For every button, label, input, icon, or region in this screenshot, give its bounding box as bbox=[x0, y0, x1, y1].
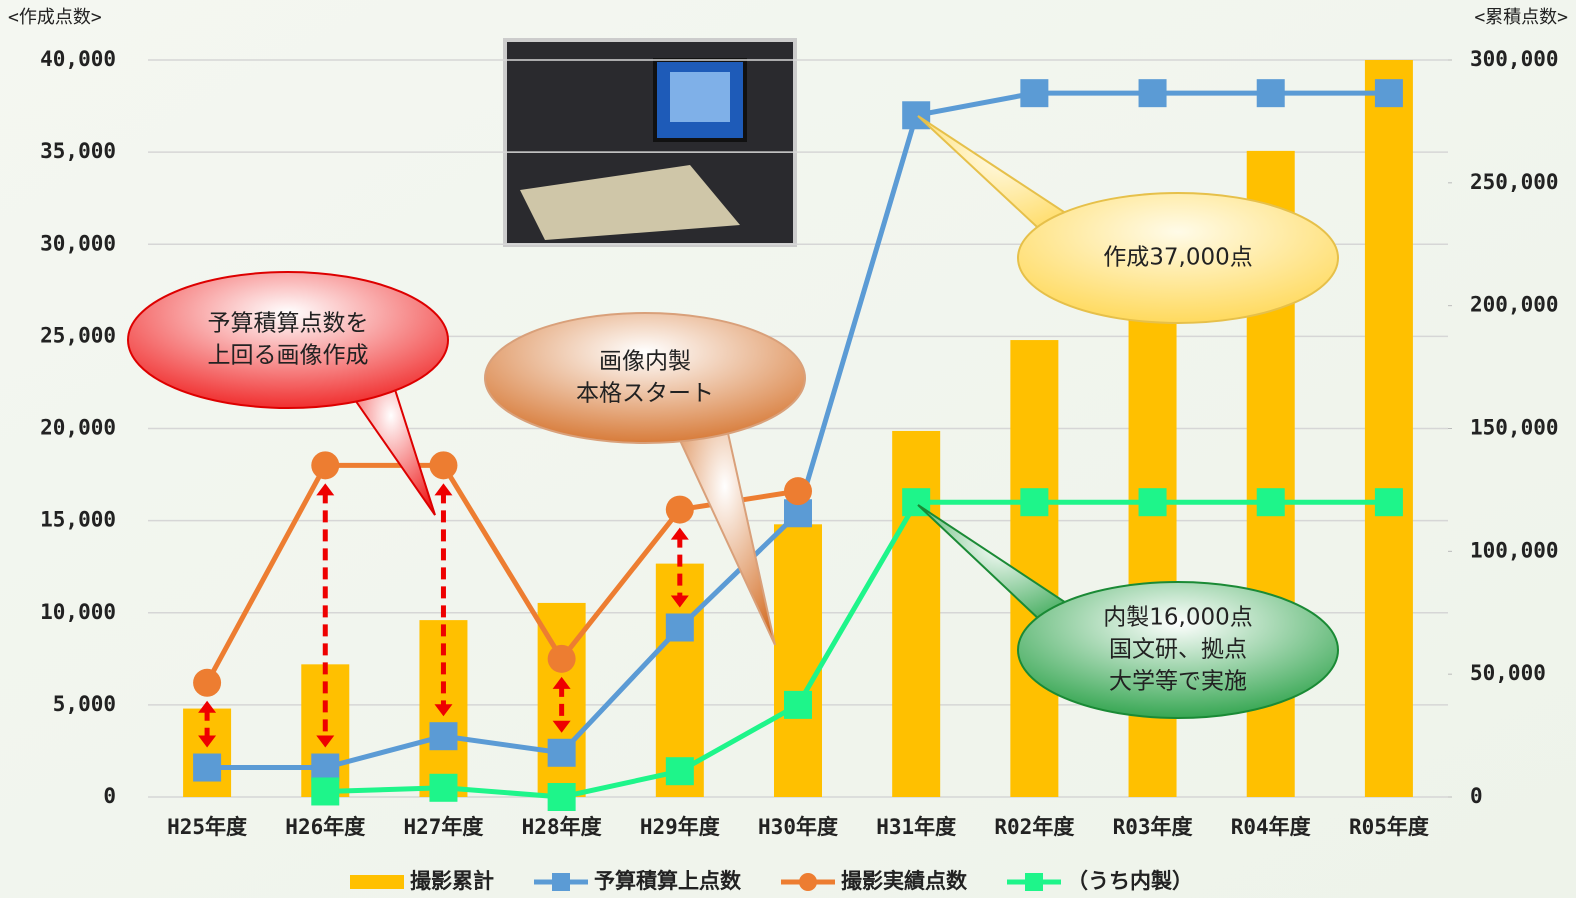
marker bbox=[1257, 79, 1285, 107]
chart: <作成点数> <累積点数> 0 5,000 10,000 15,000 20,000 25… bbox=[0, 0, 1576, 898]
marker bbox=[311, 451, 339, 479]
marker bbox=[1139, 79, 1167, 107]
x-tick-label: R04年度 bbox=[1231, 815, 1311, 839]
y2-tick-label: 100,000 bbox=[1470, 538, 1559, 562]
legend-label: 予算積算上点数 bbox=[594, 869, 742, 893]
x-tick-label: H29年度 bbox=[640, 815, 720, 839]
legend-marker bbox=[552, 873, 570, 891]
marker bbox=[1020, 79, 1048, 107]
y-tick-label: 40,000 bbox=[40, 47, 116, 71]
y-tick-label: 10,000 bbox=[40, 600, 116, 624]
legend-swatch bbox=[350, 875, 404, 889]
y2-tick-label: 250,000 bbox=[1470, 170, 1559, 194]
photo bbox=[505, 40, 795, 245]
marker bbox=[429, 774, 457, 802]
y2-tick-label: 0 bbox=[1470, 784, 1483, 808]
x-tick-label: R03年度 bbox=[1113, 815, 1193, 839]
x-tick-label: H26年度 bbox=[285, 815, 365, 839]
callout-bubble bbox=[485, 313, 805, 443]
callout-text: 本格スタート bbox=[576, 381, 714, 407]
x-tick-label: H31年度 bbox=[876, 815, 956, 839]
y2-tick-label: 50,000 bbox=[1470, 661, 1546, 685]
callout-text: 国文研、拠点 bbox=[1109, 637, 1247, 663]
y-tick-label: 15,000 bbox=[40, 508, 116, 532]
marker bbox=[429, 722, 457, 750]
marker bbox=[902, 101, 930, 129]
marker bbox=[666, 613, 694, 641]
y-tick-label: 30,000 bbox=[40, 231, 116, 255]
callout-text: 内製16,000点 bbox=[1103, 605, 1252, 631]
y-tick-label: 35,000 bbox=[40, 139, 116, 163]
y-tick-label: 25,000 bbox=[40, 323, 116, 347]
legend-marker bbox=[799, 873, 817, 891]
marker bbox=[548, 739, 576, 767]
y-tick-label: 20,000 bbox=[40, 416, 116, 440]
legend-marker bbox=[1025, 873, 1043, 891]
x-tick-label: H25年度 bbox=[167, 815, 247, 839]
x-tick-label: H28年度 bbox=[522, 815, 602, 839]
marker bbox=[311, 777, 339, 805]
legend-label: 撮影実績点数 bbox=[841, 869, 968, 893]
x-tick-label: R05年度 bbox=[1349, 815, 1429, 839]
y-axis-label: <作成点数> bbox=[8, 7, 102, 28]
legend-label: 撮影累計 bbox=[410, 869, 494, 893]
bar bbox=[1365, 60, 1413, 797]
marker bbox=[666, 496, 694, 524]
legend-label: （うち内製） bbox=[1067, 869, 1193, 893]
callout-bubble bbox=[128, 272, 448, 408]
marker bbox=[193, 669, 221, 697]
y2-tick-label: 300,000 bbox=[1470, 47, 1559, 71]
x-tick-label: R02年度 bbox=[994, 815, 1074, 839]
x-tick-label: H27年度 bbox=[403, 815, 483, 839]
callout-text: 画像内製 bbox=[599, 349, 691, 375]
callout-text: 上回る画像作成 bbox=[208, 343, 369, 369]
marker bbox=[429, 451, 457, 479]
marker bbox=[1257, 488, 1285, 516]
y2-axis-label: <累積点数> bbox=[1474, 7, 1568, 28]
callout-text: 大学等で実施 bbox=[1109, 669, 1247, 695]
marker bbox=[1375, 488, 1403, 516]
bar bbox=[1010, 340, 1058, 797]
bar bbox=[892, 431, 940, 797]
marker bbox=[1020, 488, 1048, 516]
marker bbox=[1139, 488, 1167, 516]
marker bbox=[1375, 79, 1403, 107]
y-tick-label: 5,000 bbox=[53, 692, 116, 716]
marker bbox=[193, 754, 221, 782]
marker bbox=[311, 754, 339, 782]
marker bbox=[666, 757, 694, 785]
marker bbox=[784, 691, 812, 719]
callout-text: 予算積算点数を bbox=[208, 311, 369, 337]
y-tick-label: 0 bbox=[103, 784, 116, 808]
marker bbox=[784, 477, 812, 505]
callout-text: 作成37,000点 bbox=[1103, 245, 1252, 271]
y2-tick-label: 200,000 bbox=[1470, 293, 1559, 317]
marker bbox=[548, 783, 576, 811]
bar bbox=[183, 709, 231, 797]
bar bbox=[774, 524, 822, 797]
y2-tick-label: 150,000 bbox=[1470, 416, 1559, 440]
x-tick-label: H30年度 bbox=[758, 815, 838, 839]
marker bbox=[548, 645, 576, 673]
